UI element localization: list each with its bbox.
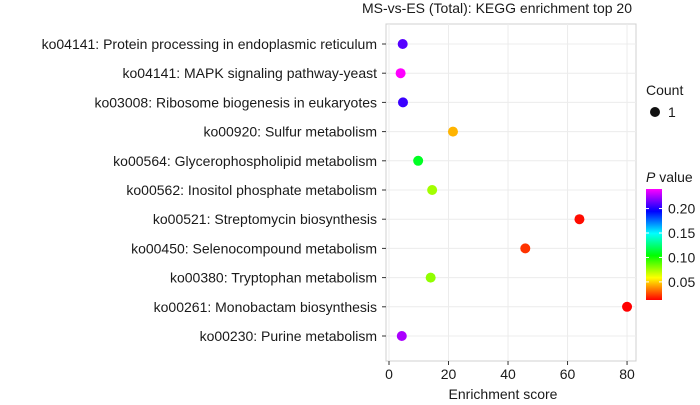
y-tick-label: ko00521: Streptomycin biosynthesis — [153, 211, 377, 227]
size-legend-title: Count — [646, 82, 683, 98]
data-point — [413, 155, 424, 166]
y-tick-label: ko00920: Sulfur metabolism — [203, 124, 377, 140]
color-legend-title-italic: P — [646, 169, 656, 185]
x-tick-label: 40 — [500, 366, 516, 382]
plot-panel — [385, 23, 637, 362]
y-tick-label: ko04141: Protein processing in endoplasm… — [42, 36, 377, 52]
y-tick-label: ko00230: Purine metabolism — [200, 328, 377, 344]
y-tick-label: ko00562: Inositol phosphate metabolism — [126, 182, 377, 198]
y-tick-label: ko03008: Ribosome biogenesis in eukaryot… — [94, 94, 377, 110]
color-legend-tick-label: 0.20 — [668, 201, 695, 217]
color-legend-tick-label: 0.15 — [668, 225, 695, 241]
x-tick-label: 20 — [441, 366, 457, 382]
data-point — [427, 185, 438, 195]
data-point — [397, 97, 408, 108]
y-tick-label: ko00450: Selenocompound metabolism — [131, 240, 377, 256]
y-axis-labels: ko04141: Protein processing in endoplasm… — [42, 36, 378, 344]
x-tick-label: 80 — [619, 366, 635, 382]
color-legend-tick-label: 0.05 — [668, 274, 695, 290]
data-points — [395, 39, 633, 341]
x-tick-label: 60 — [560, 366, 576, 382]
data-point — [520, 243, 531, 254]
color-legend-title-rest: value — [655, 169, 693, 185]
data-point — [396, 331, 407, 341]
color-legend-tick-label: 0.10 — [668, 249, 695, 265]
data-point — [395, 68, 406, 79]
data-point — [397, 39, 408, 49]
data-point — [574, 214, 585, 225]
y-tick-label: ko00564: Glycerophospholipid metabolism — [113, 153, 377, 169]
y-axis-ticks — [382, 43, 386, 337]
y-tick-label: ko00380: Tryptophan metabolism — [170, 270, 377, 286]
size-legend-dot — [650, 107, 660, 117]
x-axis-label: Enrichment score — [449, 386, 558, 402]
color-legend-bar — [646, 189, 662, 300]
y-tick-label: ko00261: Monobactam biosynthesis — [154, 299, 377, 315]
y-tick-label: ko04141: MAPK signaling pathway-yeast — [123, 65, 378, 81]
data-point — [447, 126, 458, 137]
color-legend-ticks: 0.20 0.15 0.10 0.05 — [646, 201, 695, 290]
x-tick-label: 0 — [385, 366, 393, 382]
chart-title: MS-vs-ES (Total): KEGG enrichment top 20 — [362, 0, 632, 16]
size-legend-label: 1 — [668, 104, 676, 120]
color-legend-title: P value — [646, 169, 693, 185]
x-axis-ticks: 0 20 40 60 80 — [385, 361, 635, 382]
data-point — [622, 301, 633, 312]
data-point — [425, 272, 436, 283]
size-legend: 1 — [650, 104, 676, 120]
